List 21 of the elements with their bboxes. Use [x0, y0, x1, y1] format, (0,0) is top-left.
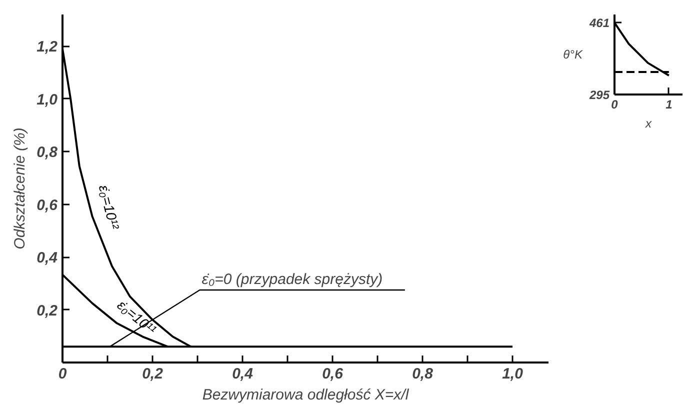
y-tick-label: 0,8 [36, 144, 58, 162]
x-tick-label: 0 [611, 98, 618, 112]
x-axis-title: x [644, 116, 652, 130]
y-tick-label: 1,2 [36, 38, 58, 56]
y-axis-title: Odkształcenie (%) [12, 128, 29, 250]
y-tick-label: 0,2 [36, 302, 58, 320]
y-tick-label: 0,4 [36, 250, 58, 267]
y-tick-label: 461 [588, 16, 610, 30]
legend-label: ε̇₀=10¹² [96, 183, 123, 232]
x-tick-label: 0,8 [412, 366, 434, 382]
y-axis-title: θ°K [563, 48, 584, 62]
x-tick-label: 0 [58, 366, 68, 382]
y-tick-label: 295 [588, 88, 610, 102]
x-tick-label: 1,0 [502, 366, 524, 382]
x-tick-label: 0,4 [232, 366, 254, 382]
x-tick-label: 0,6 [322, 366, 344, 382]
y-tick-label: 0,6 [36, 196, 58, 214]
x-tick-label: 1 [666, 98, 673, 112]
x-axis-title: Bezwymiarowa odległość X=x/l [202, 386, 410, 404]
x-tick-label: 0,2 [142, 366, 164, 382]
annotation: ε̇₀=0 (przypadek sprężysty) [202, 271, 383, 288]
